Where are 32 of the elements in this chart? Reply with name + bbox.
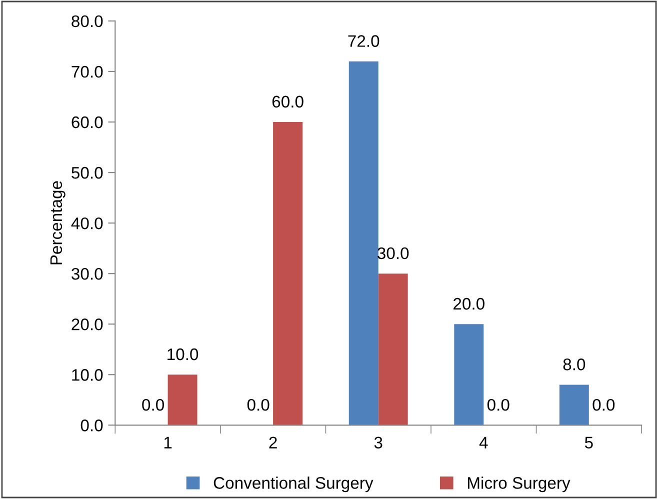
legend-label: Micro Surgery	[468, 476, 570, 492]
data-label: 0.0	[487, 398, 510, 411]
data-label: 0.0	[247, 398, 270, 411]
y-tick-label: 10.0	[72, 369, 103, 381]
data-label: 0.0	[592, 398, 615, 411]
y-tick-label: 70.0	[72, 66, 103, 78]
bar	[348, 61, 378, 426]
data-label: 10.0	[168, 348, 198, 360]
x-tick-label: 1	[164, 436, 172, 448]
data-label: 8.0	[563, 358, 586, 370]
legend-label: Conventional Surgery	[214, 476, 374, 492]
y-tick-label: 0.0	[80, 420, 103, 432]
bar	[168, 374, 198, 426]
bar	[454, 324, 484, 426]
y-tick-label: 50.0	[72, 166, 103, 179]
y-tick-label: 60.0	[72, 116, 103, 128]
x-tick-label: 5	[584, 436, 593, 448]
bar	[378, 274, 408, 426]
data-label: 20.0	[454, 298, 484, 310]
data-label: 72.0	[348, 35, 380, 47]
bar	[273, 122, 303, 426]
y-tick-label: 20.0	[72, 318, 103, 330]
data-label: 60.0	[272, 96, 304, 108]
y-tick-label: 30.0	[72, 268, 103, 280]
x-tick-label: 2	[269, 436, 277, 448]
x-tick-label: 3	[374, 436, 382, 448]
x-tick-label: 4	[479, 436, 488, 448]
y-axis-title: Percentage	[50, 181, 66, 264]
y-tick-label: 40.0	[71, 217, 103, 230]
bar	[559, 384, 589, 426]
data-label: 0.0	[142, 398, 164, 411]
y-tick-label: 80.0	[72, 15, 103, 28]
